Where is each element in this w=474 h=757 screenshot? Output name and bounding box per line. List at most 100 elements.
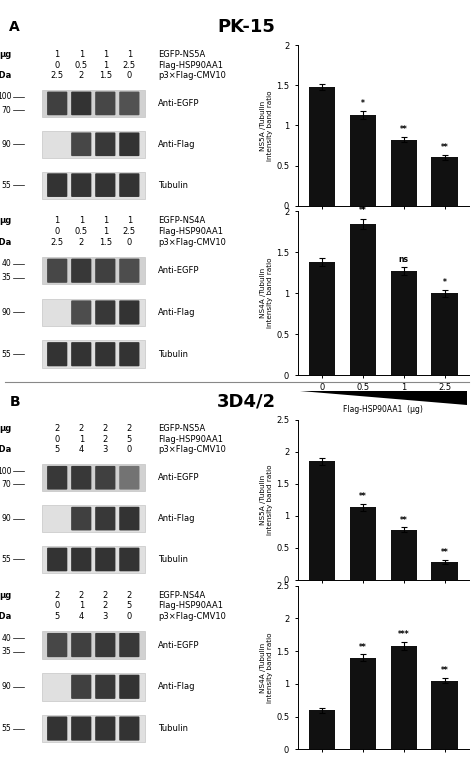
Text: 0: 0: [55, 601, 60, 610]
Text: 100: 100: [0, 466, 11, 475]
Bar: [431, 157, 458, 206]
Text: EGFP-NS4A: EGFP-NS4A: [158, 217, 205, 226]
Bar: [309, 87, 335, 206]
FancyBboxPatch shape: [47, 466, 67, 490]
Text: Anti-Flag: Anti-Flag: [158, 514, 195, 523]
X-axis label: Flag-HSP90AA1  (μg): Flag-HSP90AA1 (μg): [344, 235, 423, 245]
Text: **: **: [441, 549, 448, 557]
Y-axis label: NS4A /Tubulin
intensity band ratio: NS4A /Tubulin intensity band ratio: [260, 258, 273, 329]
FancyBboxPatch shape: [119, 716, 139, 740]
Bar: [309, 710, 335, 749]
Polygon shape: [300, 596, 467, 609]
FancyBboxPatch shape: [95, 716, 115, 740]
FancyBboxPatch shape: [71, 716, 91, 740]
FancyBboxPatch shape: [95, 342, 115, 366]
Text: 2: 2: [103, 590, 108, 600]
Text: 2: 2: [79, 590, 84, 600]
Text: 4: 4: [79, 612, 84, 621]
Bar: [42, 172, 145, 198]
Bar: [42, 715, 145, 743]
X-axis label: Flag-HSP90AA1  (μg): Flag-HSP90AA1 (μg): [344, 405, 423, 414]
Text: 2: 2: [55, 425, 60, 434]
Text: 55: 55: [1, 724, 11, 733]
Bar: [42, 673, 145, 700]
Text: A: A: [9, 20, 20, 34]
FancyBboxPatch shape: [119, 173, 139, 197]
FancyBboxPatch shape: [47, 173, 67, 197]
FancyBboxPatch shape: [95, 173, 115, 197]
Text: 90: 90: [1, 140, 11, 149]
Text: p3×Flag-CMV10: p3×Flag-CMV10: [158, 71, 226, 80]
Text: 5: 5: [127, 601, 132, 610]
FancyBboxPatch shape: [119, 633, 139, 657]
Text: 40: 40: [1, 260, 11, 268]
Text: 1: 1: [127, 217, 132, 226]
Text: 2: 2: [79, 238, 84, 247]
Text: kDa: kDa: [0, 71, 11, 80]
Text: 2: 2: [103, 601, 108, 610]
Bar: [350, 507, 376, 580]
Text: Tubulin: Tubulin: [158, 724, 188, 733]
Bar: [42, 131, 145, 157]
Text: Anti-Flag: Anti-Flag: [158, 308, 195, 317]
Y-axis label: NS4A /Tubulin
intensity band ratio: NS4A /Tubulin intensity band ratio: [260, 632, 273, 702]
Text: EGFP-NS5A: EGFP-NS5A: [158, 50, 205, 59]
Text: Flag-HSP90AA1: Flag-HSP90AA1: [158, 61, 223, 70]
Text: 1: 1: [79, 50, 84, 59]
FancyBboxPatch shape: [95, 301, 115, 325]
FancyBboxPatch shape: [71, 259, 91, 283]
Text: 2: 2: [103, 435, 108, 444]
Text: 0: 0: [55, 227, 60, 236]
Text: 0: 0: [55, 435, 60, 444]
Text: 55: 55: [1, 181, 11, 190]
Text: 1: 1: [79, 217, 84, 226]
Y-axis label: NS5A /Tubulin
intensity band ratio: NS5A /Tubulin intensity band ratio: [260, 90, 273, 160]
FancyBboxPatch shape: [95, 506, 115, 531]
Bar: [42, 505, 145, 532]
Text: B: B: [9, 394, 20, 409]
Text: 70: 70: [1, 480, 11, 489]
Text: 0: 0: [127, 238, 132, 247]
Bar: [350, 658, 376, 749]
FancyBboxPatch shape: [95, 132, 115, 156]
Text: Anti-EGFP: Anti-EGFP: [158, 473, 199, 482]
FancyBboxPatch shape: [71, 506, 91, 531]
FancyBboxPatch shape: [119, 342, 139, 366]
Text: kDa: kDa: [0, 612, 11, 621]
Text: *: *: [361, 99, 365, 107]
Bar: [42, 631, 145, 659]
Bar: [431, 293, 458, 375]
Text: kDa: kDa: [0, 238, 11, 247]
Text: 0.5: 0.5: [75, 61, 88, 70]
FancyBboxPatch shape: [119, 92, 139, 115]
FancyBboxPatch shape: [71, 301, 91, 325]
Text: 35: 35: [1, 647, 11, 656]
FancyBboxPatch shape: [71, 92, 91, 115]
Text: Anti-EGFP: Anti-EGFP: [158, 266, 199, 276]
Text: Flag-HSP90AA1: Flag-HSP90AA1: [158, 435, 223, 444]
Bar: [42, 341, 145, 368]
FancyBboxPatch shape: [47, 342, 67, 366]
Text: 1: 1: [103, 227, 108, 236]
Text: PK-15: PK-15: [218, 18, 275, 36]
FancyBboxPatch shape: [119, 674, 139, 699]
FancyBboxPatch shape: [95, 633, 115, 657]
FancyBboxPatch shape: [95, 674, 115, 699]
Text: p3×Flag-CMV10: p3×Flag-CMV10: [158, 612, 226, 621]
Text: 0: 0: [127, 71, 132, 80]
Bar: [42, 464, 145, 491]
Bar: [391, 271, 417, 375]
Y-axis label: NS5A /Tubulin
intensity band ratio: NS5A /Tubulin intensity band ratio: [260, 465, 273, 535]
Text: 1: 1: [103, 217, 108, 226]
Text: 1: 1: [55, 50, 60, 59]
FancyBboxPatch shape: [71, 633, 91, 657]
FancyBboxPatch shape: [119, 301, 139, 325]
FancyBboxPatch shape: [95, 466, 115, 490]
Text: 1.5: 1.5: [99, 71, 112, 80]
Bar: [391, 646, 417, 749]
FancyBboxPatch shape: [119, 466, 139, 490]
Text: kDa: kDa: [0, 445, 11, 454]
Bar: [350, 223, 376, 375]
Text: **: **: [400, 516, 408, 525]
Text: 4: 4: [79, 445, 84, 454]
